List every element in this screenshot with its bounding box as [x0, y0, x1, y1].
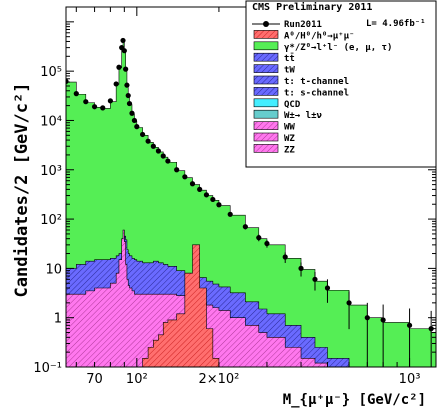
legend: CMS Preliminary 2011 L= 4.96fb⁻¹ Run2011… [245, 0, 437, 168]
data-point [256, 235, 262, 241]
data-point [165, 158, 171, 164]
data-point [428, 326, 434, 332]
data-point [123, 66, 129, 72]
data-point [346, 300, 352, 306]
legend-entry-label: A⁰/H⁰/h⁰→μ⁺μ⁻ [284, 31, 354, 41]
data-point [121, 48, 127, 54]
data-point [312, 276, 318, 282]
data-point [113, 81, 119, 87]
data-point [210, 196, 216, 203]
y-axis-label: Candidates/2 [GeV/c²] [12, 83, 32, 298]
y-tick-label: 1 [54, 312, 62, 327]
lumi-label: L= 4.96fb⁻¹ [366, 19, 426, 29]
data-point [83, 99, 89, 105]
y-tick-label: 10⁴ [40, 114, 62, 129]
y-tick-label: 10² [40, 213, 62, 228]
data-point [124, 82, 130, 88]
legend-swatch [253, 132, 279, 142]
data-point [126, 100, 133, 107]
data-point [116, 64, 122, 70]
data-point [364, 315, 370, 321]
legend-swatch [253, 121, 279, 130]
data-point [134, 124, 140, 130]
legend-swatch [253, 98, 279, 108]
legend-entry-label: tt̄ [284, 52, 295, 64]
data-point [298, 265, 304, 271]
legend-entry-label: QCD [284, 100, 301, 110]
legend-swatch [253, 109, 279, 119]
data-point [324, 285, 331, 291]
legend-swatch [253, 87, 279, 96]
x-tick-label: 70 [86, 372, 103, 387]
legend-entry-label: tW [284, 66, 295, 76]
data-point [174, 167, 180, 173]
x-tick-label: 10³ [399, 372, 421, 387]
data-point [129, 110, 135, 116]
legend-entry-label: ZZ [284, 145, 295, 155]
data-point [282, 254, 288, 260]
data-point [73, 91, 79, 97]
legend-swatch [253, 75, 279, 85]
data-point [227, 211, 233, 217]
series-diboson-area [66, 229, 436, 367]
y-tick-label: 10⁵ [40, 65, 62, 80]
data-point [182, 174, 188, 180]
x-tick-label: 10² [126, 372, 148, 387]
data-point [203, 192, 210, 198]
legend-swatch [253, 64, 279, 73]
legend-swatch [253, 52, 279, 62]
legend-entry-label: t: s-channel [284, 88, 349, 98]
data-point [131, 117, 138, 124]
data-point [125, 92, 131, 99]
legend-entry-label: WW [284, 123, 295, 133]
legend-entry-label: WZ [284, 134, 295, 144]
data-point [264, 240, 270, 247]
legend-swatch [253, 41, 279, 51]
series-signal-area [66, 244, 436, 367]
data-point [66, 78, 69, 84]
data-point [107, 98, 113, 104]
plot-area [66, 37, 436, 367]
data-point [160, 153, 166, 159]
data-point [155, 148, 162, 154]
y-tick-label: 10³ [40, 164, 62, 179]
x-tick-label: 2×10² [198, 372, 239, 387]
legend-entry-label: γ*/Z⁰→l⁺l⁻ (e, μ, τ) [284, 43, 392, 53]
data-point [150, 143, 156, 149]
data-point [100, 105, 106, 111]
legend-swatch [253, 30, 279, 39]
data-point [120, 37, 126, 44]
data-point [242, 224, 248, 230]
data-point [139, 131, 146, 138]
data-point [216, 202, 222, 208]
legend-entry-label: Run2011 [284, 20, 322, 30]
legend-entry-label: W±→ l±ν [284, 111, 323, 121]
legend-swatch [253, 144, 279, 153]
data-point [91, 104, 98, 110]
x-axis-label: M_{μ⁺μ⁻} [GeV/c²] [283, 392, 426, 408]
legend-title: CMS Preliminary 2011 [252, 1, 372, 13]
legend-entry-label: t: t-channel [284, 77, 349, 87]
data-point [189, 181, 196, 187]
legend-swatch-data-marker [263, 21, 269, 27]
data-point [197, 186, 203, 192]
data-point [380, 317, 386, 323]
y-tick-label: 10⁻¹ [33, 361, 62, 376]
data-point [145, 138, 151, 144]
data-point [406, 322, 413, 328]
y-tick-label: 10 [45, 262, 62, 277]
